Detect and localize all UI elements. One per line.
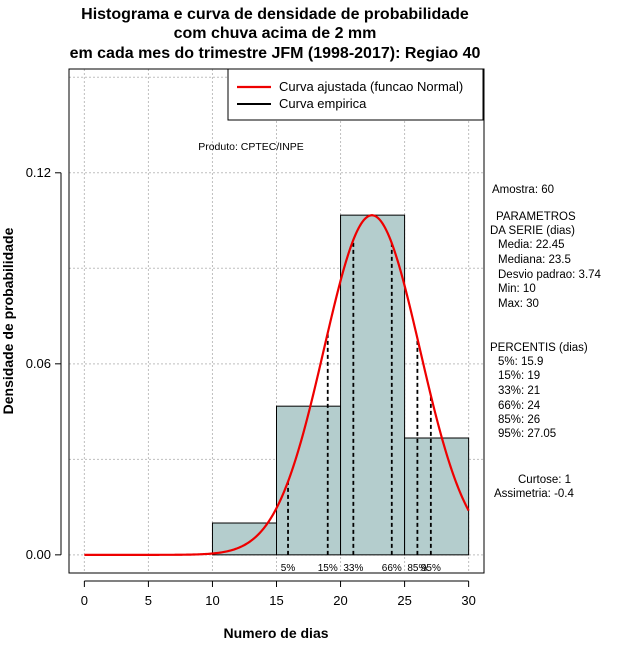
skewness: Assimetria: -0.4 xyxy=(494,488,574,500)
percentiles-title: PERCENTIS (dias) xyxy=(490,342,588,354)
params-title: PARAMETROS xyxy=(496,211,576,223)
x-tick-label-2: 10 xyxy=(205,593,219,608)
chart-title-line-3: em cada mes do trimestre JFM (1998-2017)… xyxy=(69,45,481,62)
percentile-label-5: 95% xyxy=(421,563,441,574)
legend-label-fit: Curva ajustada (funcao Normal) xyxy=(279,79,463,94)
percentile-label-0: 5% xyxy=(281,563,296,574)
histogram-bar-3 xyxy=(404,437,470,556)
percentile-label-3: 66% xyxy=(382,563,402,574)
percentile-85: 85%: 26 xyxy=(498,414,541,426)
x-axis-label: Numero de dias xyxy=(223,625,328,641)
percentile-15: 15%: 19 xyxy=(498,370,541,382)
product-annotation: Produto: CPTEC/INPE xyxy=(198,141,304,153)
x-tick-label-6: 30 xyxy=(461,593,475,608)
percentile-label-1: 15% xyxy=(318,563,338,574)
x-tick-label-3: 15 xyxy=(269,593,283,608)
percentile-66: 66%: 24 xyxy=(498,400,541,412)
param-median: Mediana: 23.5 xyxy=(498,254,571,266)
x-tick-label-4: 20 xyxy=(333,593,347,608)
x-tick-label-5: 25 xyxy=(397,593,411,608)
percentile-95: 95%: 27.05 xyxy=(498,428,557,440)
kurtosis: Curtose: 1 xyxy=(518,474,572,486)
chart-title-line-2: com chuva acima de 2 mm xyxy=(173,25,377,42)
percentile-33: 33%: 21 xyxy=(498,385,541,397)
histogram-bar-1 xyxy=(276,405,342,556)
legend-label-empirical: Curva empirica xyxy=(279,96,367,111)
y-tick-label-2: 0.12 xyxy=(26,165,51,180)
percentile-5: 5%: 15.9 xyxy=(498,356,544,368)
legend: Curva ajustada (funcao Normal) Curva emp… xyxy=(227,68,484,121)
y-axis-label: Densidade de probabilidade xyxy=(0,227,16,414)
histogram-bar-0 xyxy=(211,522,277,556)
param-max: Max: 30 xyxy=(498,298,539,310)
normal-fit-curve xyxy=(84,214,470,556)
percentile-label-4: 85% xyxy=(407,563,427,574)
x-tick-label-0: 0 xyxy=(81,593,88,608)
y-tick-label-1: 0.06 xyxy=(26,356,51,371)
percentile-label-2: 33% xyxy=(343,563,363,574)
x-tick-label-1: 5 xyxy=(145,593,152,608)
y-tick-label-0: 0.00 xyxy=(26,547,51,562)
legend-box xyxy=(227,68,484,121)
histogram-bar-2 xyxy=(340,214,406,556)
sample-size: Amostra: 60 xyxy=(492,184,554,196)
param-mean: Media: 22.45 xyxy=(498,239,565,251)
chart-title-line-1: Histograma e curva de densidade de proba… xyxy=(81,6,469,23)
param-min: Min: 10 xyxy=(498,283,536,295)
param-sd: Desvio padrao: 3.74 xyxy=(498,269,601,281)
params-subtitle: DA SERIE (dias) xyxy=(490,225,575,237)
